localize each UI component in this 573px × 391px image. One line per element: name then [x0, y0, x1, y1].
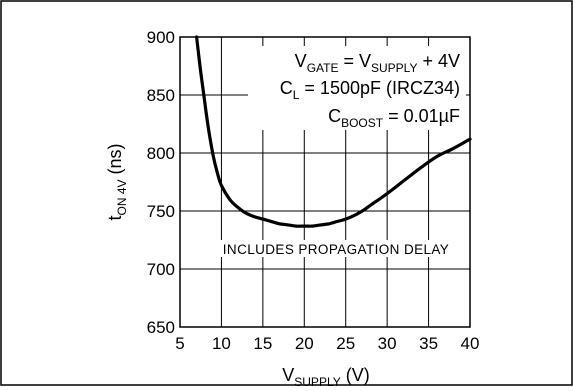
propagation-delay-note: INCLUDES PROPAGATION DELAY	[223, 242, 449, 257]
x-tick-label: 15	[253, 334, 272, 353]
x-tick-label: 35	[419, 334, 438, 353]
y-tick-label: 700	[147, 260, 175, 279]
x-tick-label: 20	[295, 334, 314, 353]
x-tick-label: 5	[175, 334, 184, 353]
x-tick-label: 25	[336, 334, 355, 353]
x-tick-label: 40	[461, 334, 480, 353]
y-tick-label: 800	[147, 144, 175, 163]
x-tick-label: 10	[212, 334, 231, 353]
y-tick-label: 750	[147, 202, 175, 221]
x-tick-label: 30	[378, 334, 397, 353]
y-tick-label: 850	[147, 86, 175, 105]
y-tick-label: 900	[147, 28, 175, 47]
y-tick-label: 650	[147, 318, 175, 337]
